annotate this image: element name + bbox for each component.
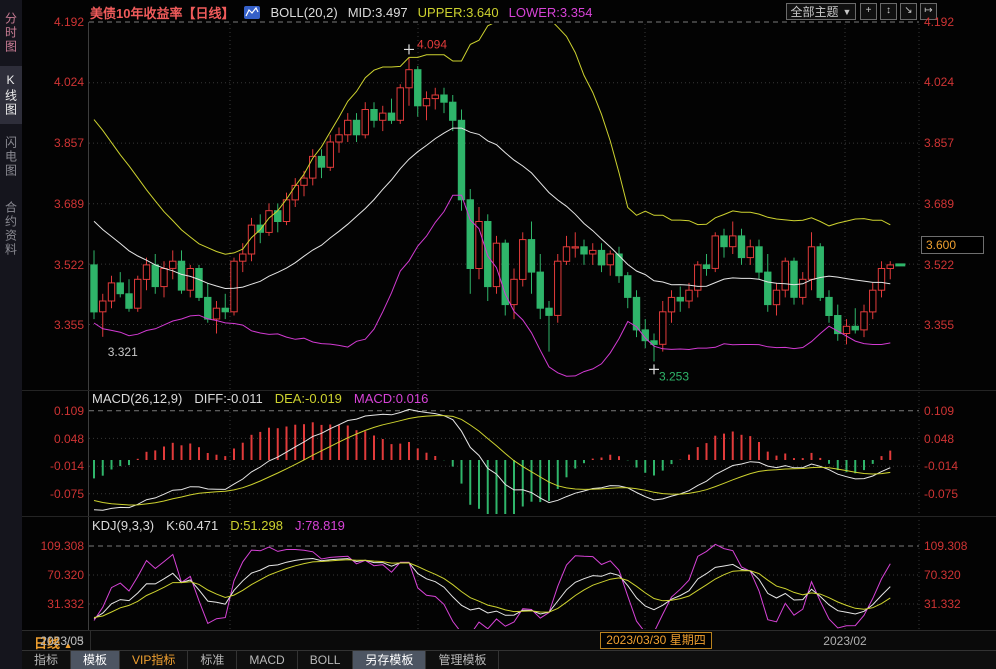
kdj-y-tick-left: 109.308 (40, 539, 84, 553)
last-price-dash (895, 263, 906, 267)
theme-dropdown-label: 全部主题 (790, 5, 839, 19)
toolbar-item-template[interactable]: 模板 (71, 651, 121, 669)
candlestick-series: 3.321 4.094 3.253 (90, 24, 906, 383)
macd-params-label: MACD(26,12,9) (92, 391, 183, 406)
boll-upper-value: UPPER:3.640 (417, 5, 499, 20)
main-y-tick-left: 4.024 (53, 75, 84, 89)
main-y-tick-right: 4.192 (924, 15, 955, 29)
chart-tool-buttons: + ↕ ↘ ↦ (860, 3, 937, 20)
kdj-y-tick-right: 31.332 (924, 597, 961, 611)
macd-y-tick-left: -0.075 (49, 487, 84, 501)
toolbar-item-manage-template[interactable]: 管理模板 (426, 651, 500, 669)
indicator-toolbar: 指标 模板 VIP指标 标准 MACD BOLL 另存模板 管理模板 (22, 650, 996, 669)
low-annotation: 3.321 (108, 345, 138, 359)
kdj-y-tick-left: 31.332 (47, 597, 84, 611)
toolbar-item-indicators[interactable]: 指标 (22, 651, 72, 669)
sidebar-item-contract-info[interactable]: 合约资料 (3, 201, 18, 257)
toolbar-item-macd[interactable]: MACD (237, 651, 298, 669)
period-selector[interactable]: 日线 ▲ (34, 633, 73, 652)
macd-series (93, 408, 892, 514)
kdj-params-label: KDJ(9,3,3) (92, 518, 155, 533)
triangle-up-icon: ▲ (63, 640, 73, 650)
low-marker-cross (649, 364, 659, 375)
main-y-tick-right: 3.689 (924, 197, 955, 211)
main-y-tick-left: 3.857 (53, 136, 84, 150)
instrument-title: 美债10年收益率 (90, 6, 183, 21)
kdj-j-value: J:78.819 (294, 518, 345, 533)
kdj-series (93, 543, 891, 629)
kdj-y-tick-right: 109.308 (924, 539, 968, 553)
main-y-tick-left: 3.522 (53, 258, 84, 272)
axis-divider (90, 631, 91, 650)
macd-y-tick-right: 0.109 (924, 404, 955, 418)
kdj-pane-header: KDJ(9,3,3) K:60.471 D:51.298 J:78.819 (92, 518, 345, 533)
kdj-k-value: K:60.471 (166, 518, 219, 533)
sidebar-item-kline-chart[interactable]: K线图 (0, 66, 22, 124)
macd-y-tick-left: -0.014 (49, 459, 84, 473)
boll-lower-value: LOWER:3.354 (508, 5, 593, 20)
line-chart-icon (244, 6, 261, 19)
macd-dea-value: DEA:-0.019 (274, 391, 342, 406)
boll-params-label: BOLL(20,2) (270, 5, 338, 20)
month-label: 2023/03 (40, 634, 84, 648)
theme-dropdown-button[interactable]: 全部主题 ▼ (786, 3, 856, 20)
time-axis-row: 日线 ▲ 2023/02 2023/03 2023/05 2023/03/30 … (22, 630, 996, 651)
boll-mid-value: MID:3.497 (347, 5, 408, 20)
macd-y-tick-right: -0.014 (924, 459, 959, 473)
shift-right-icon[interactable]: ↦ (920, 3, 937, 20)
chevron-down-icon: ▼ (842, 6, 852, 17)
main-y-tick-left: 3.355 (53, 318, 84, 332)
macd-diff-value: DIFF:-0.011 (194, 391, 263, 406)
period-tag: 【日线】 (182, 6, 235, 21)
macd-pane-header: MACD(26,12,9) DIFF:-0.011 DEA:-0.019 MAC… (92, 391, 428, 406)
left-sidebar: 分时图 K线图 闪电图 合约资料 (0, 0, 22, 669)
macd-y-tick-left: 0.048 (53, 432, 84, 446)
chart-header: 美债10年收益率 【日线】 BOLL(20,2) MID:3.497 UPPER… (90, 3, 592, 22)
sidebar-item-timeshare-chart[interactable]: 分时图 (3, 12, 18, 54)
main-y-tick-left: 4.192 (53, 15, 84, 29)
instrument-title-group: 美债10年收益率 【日线】 (90, 3, 234, 22)
toolbar-item-standard[interactable]: 标准 (188, 651, 238, 669)
low-annotation: 3.253 (659, 369, 689, 383)
crosshair-date-label: 2023/03/30 星期四 (600, 632, 712, 649)
crosshair-price-label: 3.600 (921, 236, 984, 254)
high-marker-cross (404, 44, 414, 55)
toolbar-item-boll[interactable]: BOLL (298, 651, 354, 669)
month-label: 2023/05 (40, 634, 84, 648)
macd-y-tick-left: 0.109 (53, 404, 84, 418)
month-label: 2023/02 (823, 634, 867, 648)
kdj-y-tick-left: 70.320 (47, 568, 84, 582)
macd-y-tick-right: -0.075 (924, 487, 959, 501)
period-selector-label: 日线 (34, 636, 61, 651)
kdj-y-tick-right: 70.320 (924, 568, 961, 582)
main-y-tick-right: 3.355 (924, 318, 955, 332)
macd-y-tick-right: 0.048 (924, 432, 955, 446)
sidebar-item-lightning-chart[interactable]: 闪电图 (3, 136, 18, 178)
kdj-d-value: D:51.298 (230, 518, 283, 533)
main-y-tick-right: 3.522 (924, 258, 955, 272)
main-y-tick-right: 3.857 (924, 136, 955, 150)
high-annotation: 4.094 (417, 37, 447, 51)
toolbar-item-vip-indicators[interactable]: VIP指标 (120, 651, 189, 669)
crosshair-tool-icon[interactable]: + (860, 3, 877, 20)
zoom-box-icon[interactable]: ↘ (900, 3, 917, 20)
main-y-tick-left: 3.689 (53, 197, 84, 211)
macd-value: MACD:0.016 (353, 391, 429, 406)
axis-scale-icon[interactable]: ↕ (880, 3, 897, 20)
main-y-tick-right: 4.024 (924, 75, 955, 89)
toolbar-item-save-template[interactable]: 另存模板 (353, 651, 427, 669)
